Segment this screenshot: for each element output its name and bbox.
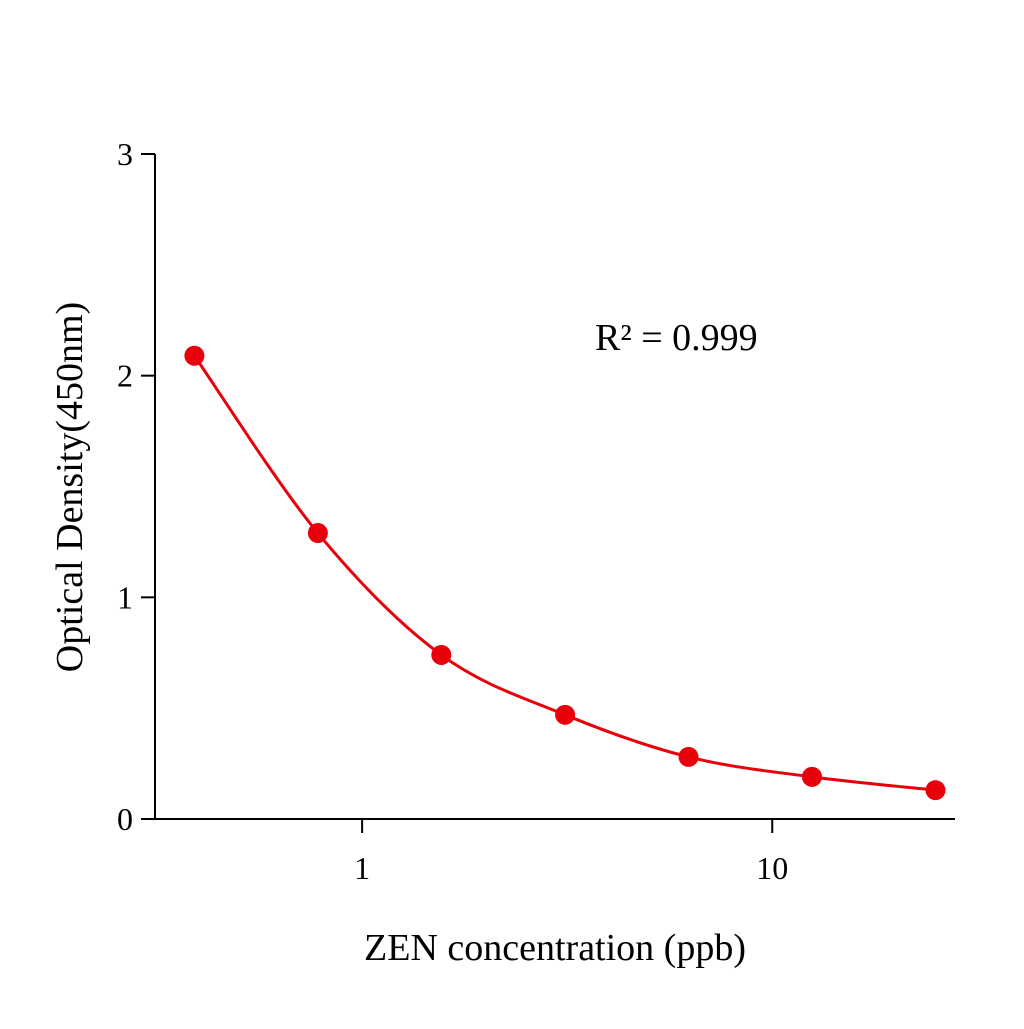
data-point — [678, 746, 699, 767]
fit-curve — [193, 354, 936, 792]
y-axis-label: Optical Density(450nm) — [49, 302, 91, 672]
ticks: 0 1 2 3 1 10 — [117, 136, 788, 886]
data-point — [431, 644, 452, 665]
x-axis-label: ZEN concentration (ppb) — [364, 927, 746, 969]
y-tick-label: 3 — [117, 136, 133, 172]
data-point — [801, 766, 822, 787]
axes — [154, 154, 955, 820]
y-tick-label: 0 — [117, 801, 133, 837]
data-point — [307, 523, 328, 544]
x-tick-label: 1 — [354, 850, 370, 886]
data-point — [184, 345, 205, 366]
data-points — [184, 345, 946, 801]
y-tick-label: 1 — [117, 579, 133, 615]
y-tick-label: 2 — [117, 358, 133, 394]
x-tick-label: 10 — [756, 850, 788, 886]
r-squared-annotation: R² = 0.999 — [595, 317, 758, 359]
data-point — [925, 780, 946, 801]
data-point — [555, 704, 576, 725]
